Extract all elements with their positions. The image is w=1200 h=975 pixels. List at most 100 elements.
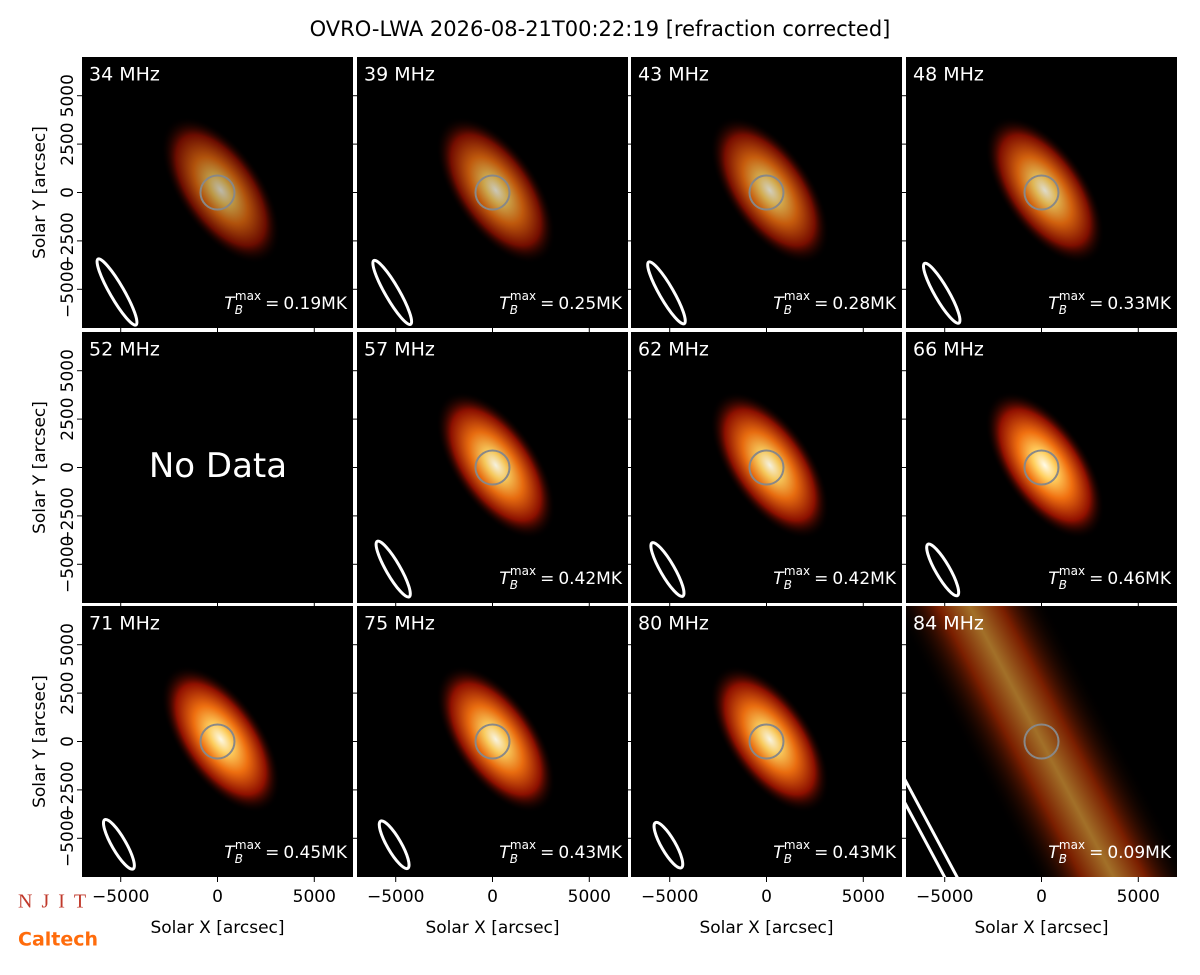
x-tick-label: 5000: [1117, 887, 1160, 907]
tb-sup: max: [235, 289, 261, 303]
tb-sup: max: [784, 564, 810, 578]
x-tick-label: −5000: [641, 887, 699, 907]
tb-sup: max: [784, 289, 810, 303]
beam: [377, 819, 411, 871]
image-emission: [985, 391, 1105, 539]
tb-value: 0.33MK: [1107, 294, 1172, 314]
tb-max-label: TBmax = 0.46MK: [1048, 564, 1172, 592]
x-tick-label: 5000: [568, 887, 611, 907]
image-emission: [710, 391, 830, 539]
tb-max-label: TBmax = 0.33MK: [1048, 289, 1172, 317]
tb-sub: B: [784, 303, 792, 317]
panel: TBmax = 0.43MK 75 MHz −5000 0 5000 Solar X [arc…: [352, 606, 628, 938]
tb-eq: =: [1089, 843, 1103, 863]
image: [377, 665, 556, 871]
image: [906, 606, 1177, 877]
tb-symbol: T: [499, 843, 511, 863]
x-tick-label: 5000: [293, 887, 336, 907]
y-tick-label: −5000: [58, 261, 78, 319]
tb-symbol: T: [773, 569, 785, 589]
x-tick-label: 0: [1036, 887, 1047, 907]
image: [646, 116, 830, 326]
tb-value: 0.09MK: [1107, 843, 1172, 863]
beam: [374, 539, 412, 599]
y-tick-label: 0: [58, 736, 78, 747]
tb-sub: B: [784, 578, 792, 592]
y-tick-label: 5000: [58, 623, 78, 666]
frequency-label: 48 MHz: [913, 64, 984, 86]
frequency-label: 57 MHz: [364, 339, 435, 361]
tb-eq: =: [1089, 569, 1103, 589]
no-data-label: No Data: [149, 446, 287, 486]
beam: [921, 261, 962, 325]
y-tick-label: −2500: [58, 761, 78, 819]
image-emission: [906, 606, 1177, 877]
image-emission: [161, 116, 281, 264]
tb-symbol: T: [499, 294, 511, 314]
tb-symbol: T: [773, 843, 785, 863]
tb-value: 0.42MK: [558, 569, 623, 589]
caltech-logo: Caltech: [18, 929, 98, 951]
tb-max-label: TBmax = 0.28MK: [773, 289, 897, 317]
tb-eq: =: [540, 569, 554, 589]
image: [649, 391, 830, 598]
solar-disk: [474, 723, 511, 760]
panel: TBmax = 0.43MK 80 MHz −5000 0 5000 Solar X [arc…: [626, 606, 902, 938]
image-emission: [710, 665, 830, 813]
tb-eq: =: [265, 843, 279, 863]
tb-sub: B: [510, 852, 518, 866]
tb-sup: max: [1059, 838, 1085, 852]
panel: TBmax = 0.28MK 43 MHz: [626, 57, 902, 333]
tb-value: 0.46MK: [1107, 569, 1172, 589]
tb-max-label: TBmax = 0.25MK: [499, 289, 623, 317]
chart-title: OVRO-LWA 2026-08-21T00:22:19 [refraction…: [310, 17, 891, 41]
y-tick-label: 2500: [58, 397, 78, 440]
y-tick-label: 2500: [58, 671, 78, 714]
frequency-label: 71 MHz: [89, 613, 160, 635]
panel: TBmax = 0.19MK 34 MHz −5000−2500 0 2500 5000 Sol…: [30, 57, 353, 333]
beam: [652, 820, 685, 870]
x-tick-label: 0: [761, 887, 772, 907]
tb-value: 0.43MK: [558, 843, 623, 863]
tb-eq: =: [540, 294, 554, 314]
tb-symbol: T: [1048, 843, 1060, 863]
tb-value: 0.43MK: [832, 843, 897, 863]
tb-sub: B: [784, 852, 792, 866]
tb-sup: max: [510, 838, 536, 852]
beam: [101, 817, 136, 871]
panel: TBmax = 0.33MK 48 MHz: [901, 57, 1177, 333]
njit-logo: NJIT: [18, 891, 95, 913]
solar-disk: [199, 174, 236, 211]
solar-disk: [474, 174, 511, 211]
solar-disk: [748, 449, 785, 486]
x-axis-label: Solar X [arcsec]: [699, 918, 833, 938]
tb-max-label: TBmax = 0.42MK: [773, 564, 897, 592]
panel: TBmax = 0.25MK 39 MHz: [352, 57, 628, 333]
image: [652, 665, 830, 870]
x-tick-label: 5000: [842, 887, 885, 907]
panel: TBmax = 0.42MK 57 MHz: [352, 332, 628, 608]
frequency-label: 52 MHz: [89, 339, 160, 361]
panel: TBmax = 0.09MK 84 MHz −5000 0 5000 Solar X [arc…: [901, 606, 1177, 938]
x-axis-label: Solar X [arcsec]: [150, 918, 284, 938]
y-tick-label: −2500: [58, 487, 78, 545]
frequency-label: 66 MHz: [913, 339, 984, 361]
solar-disk: [199, 723, 236, 760]
panel: No Data 52 MHz −5000−2500 0 2500 5000 Solar Y …: [30, 332, 353, 608]
tb-symbol: T: [499, 569, 511, 589]
image-emission: [161, 665, 281, 813]
beam: [95, 257, 139, 327]
x-tick-label: −5000: [916, 887, 974, 907]
image: [371, 116, 556, 326]
frequency-label: 62 MHz: [638, 339, 709, 361]
beam: [925, 542, 961, 598]
image: [374, 391, 556, 599]
frequency-label: 80 MHz: [638, 613, 709, 635]
y-tick-label: 2500: [58, 122, 78, 165]
tb-eq: =: [265, 294, 279, 314]
tb-eq: =: [814, 569, 828, 589]
frequency-label: 43 MHz: [638, 64, 709, 86]
tb-symbol: T: [1048, 294, 1060, 314]
